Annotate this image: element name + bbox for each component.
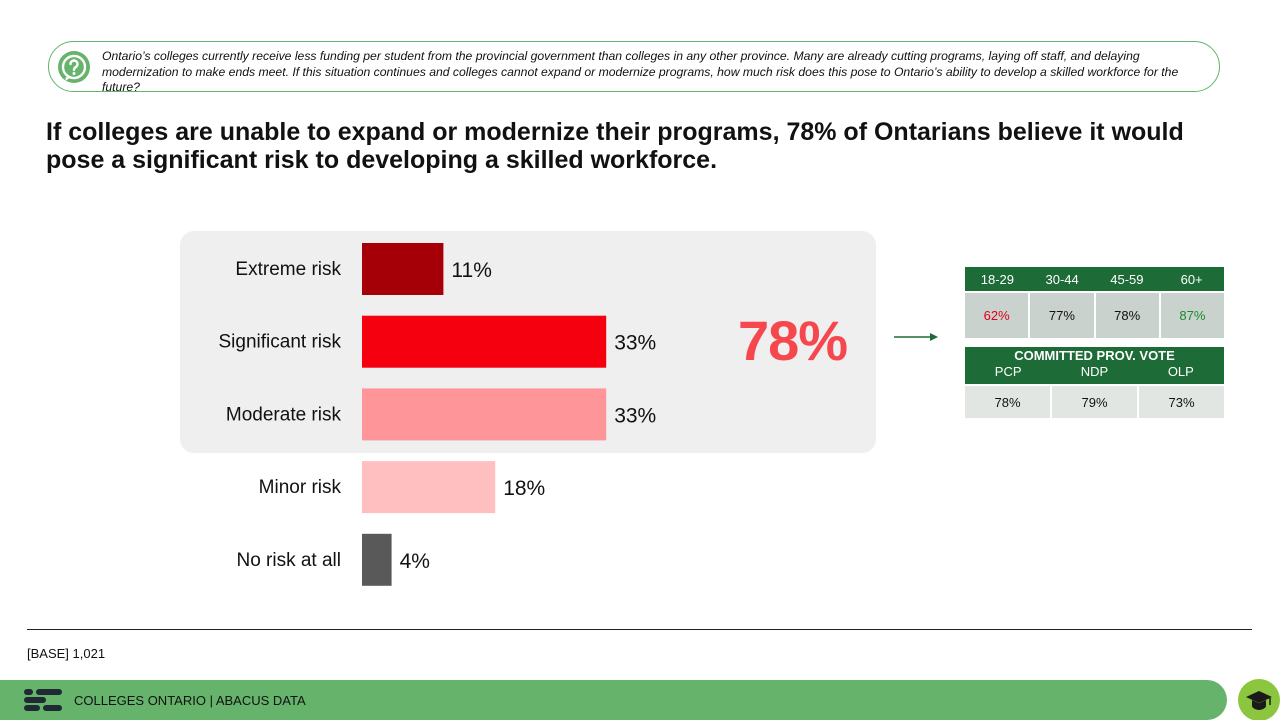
graduation-cap-button[interactable]: [1238, 679, 1280, 720]
party-header: PCP: [994, 364, 1022, 379]
age-value: 87%: [1160, 293, 1224, 338]
vote-title: COMMITTED PROV. VOTE: [1014, 348, 1175, 363]
age-header: 18-29: [980, 271, 1014, 287]
age-breakdown-table: 18-29 30-44 45-59 60+ 62% 77% 78% 87%: [965, 267, 1224, 338]
party-header: OLP: [1167, 364, 1194, 379]
value-label: 4%: [400, 550, 430, 573]
category-label: Minor risk: [259, 477, 342, 498]
question-text: Ontario’s colleges currently receive les…: [102, 49, 1179, 94]
age-value: 62%: [965, 293, 1029, 338]
party-header: NDP: [1080, 364, 1109, 379]
arrow-right-icon: [894, 333, 938, 341]
bar-significant-risk: [362, 315, 607, 368]
bar-minor-risk: [362, 461, 496, 514]
category-label: Moderate risk: [226, 404, 342, 425]
bar-extreme-risk: [362, 243, 444, 295]
age-header: 30-44: [1045, 271, 1079, 287]
age-value-row: 62% 77% 78% 87%: [965, 293, 1224, 338]
footer-bar: COLLEGES ONTARIO | ABACUS DATA: [0, 680, 1227, 720]
category-label: No risk at all: [236, 550, 341, 571]
bar-moderate-risk: [362, 388, 607, 441]
value-label: 18%: [503, 477, 545, 500]
question-icon: [58, 51, 90, 83]
vote-header: COMMITTED PROV. VOTE PCP NDP OLP: [965, 347, 1224, 384]
footer-brand: COLLEGES ONTARIO | ABACUS DATA: [74, 693, 306, 708]
vote-value: 79%: [1052, 386, 1137, 418]
footer-divider: [27, 629, 1252, 630]
abacus-logo-icon: [24, 689, 62, 711]
vote-value: 73%: [1139, 386, 1224, 418]
graduation-cap-icon: [1246, 691, 1272, 710]
category-label: Significant risk: [219, 332, 342, 353]
age-header: 45-59: [1110, 271, 1144, 287]
age-value: 78%: [1095, 293, 1159, 338]
question-box: Ontario’s colleges currently receive les…: [48, 41, 1220, 94]
age-value: 77%: [1030, 293, 1094, 338]
vote-value-row: 78% 79% 73%: [965, 386, 1224, 418]
age-header-row: 18-29 30-44 45-59 60+: [965, 267, 1224, 291]
total-risk-percentage: 78%: [738, 309, 848, 372]
value-label: 11%: [451, 259, 491, 282]
vote-breakdown-table: COMMITTED PROV. VOTE PCP NDP OLP 78% 79%…: [965, 347, 1224, 418]
category-label: Extreme risk: [235, 259, 341, 280]
value-label: 33%: [614, 332, 656, 355]
vote-value: 78%: [965, 386, 1050, 418]
headline: If colleges are unable to expand or mode…: [46, 118, 1184, 174]
bar-no-risk-at-all: [362, 533, 392, 586]
base-size: [BASE] 1,021: [27, 646, 106, 661]
value-label: 33%: [614, 404, 656, 427]
age-header: 60+: [1180, 271, 1203, 287]
